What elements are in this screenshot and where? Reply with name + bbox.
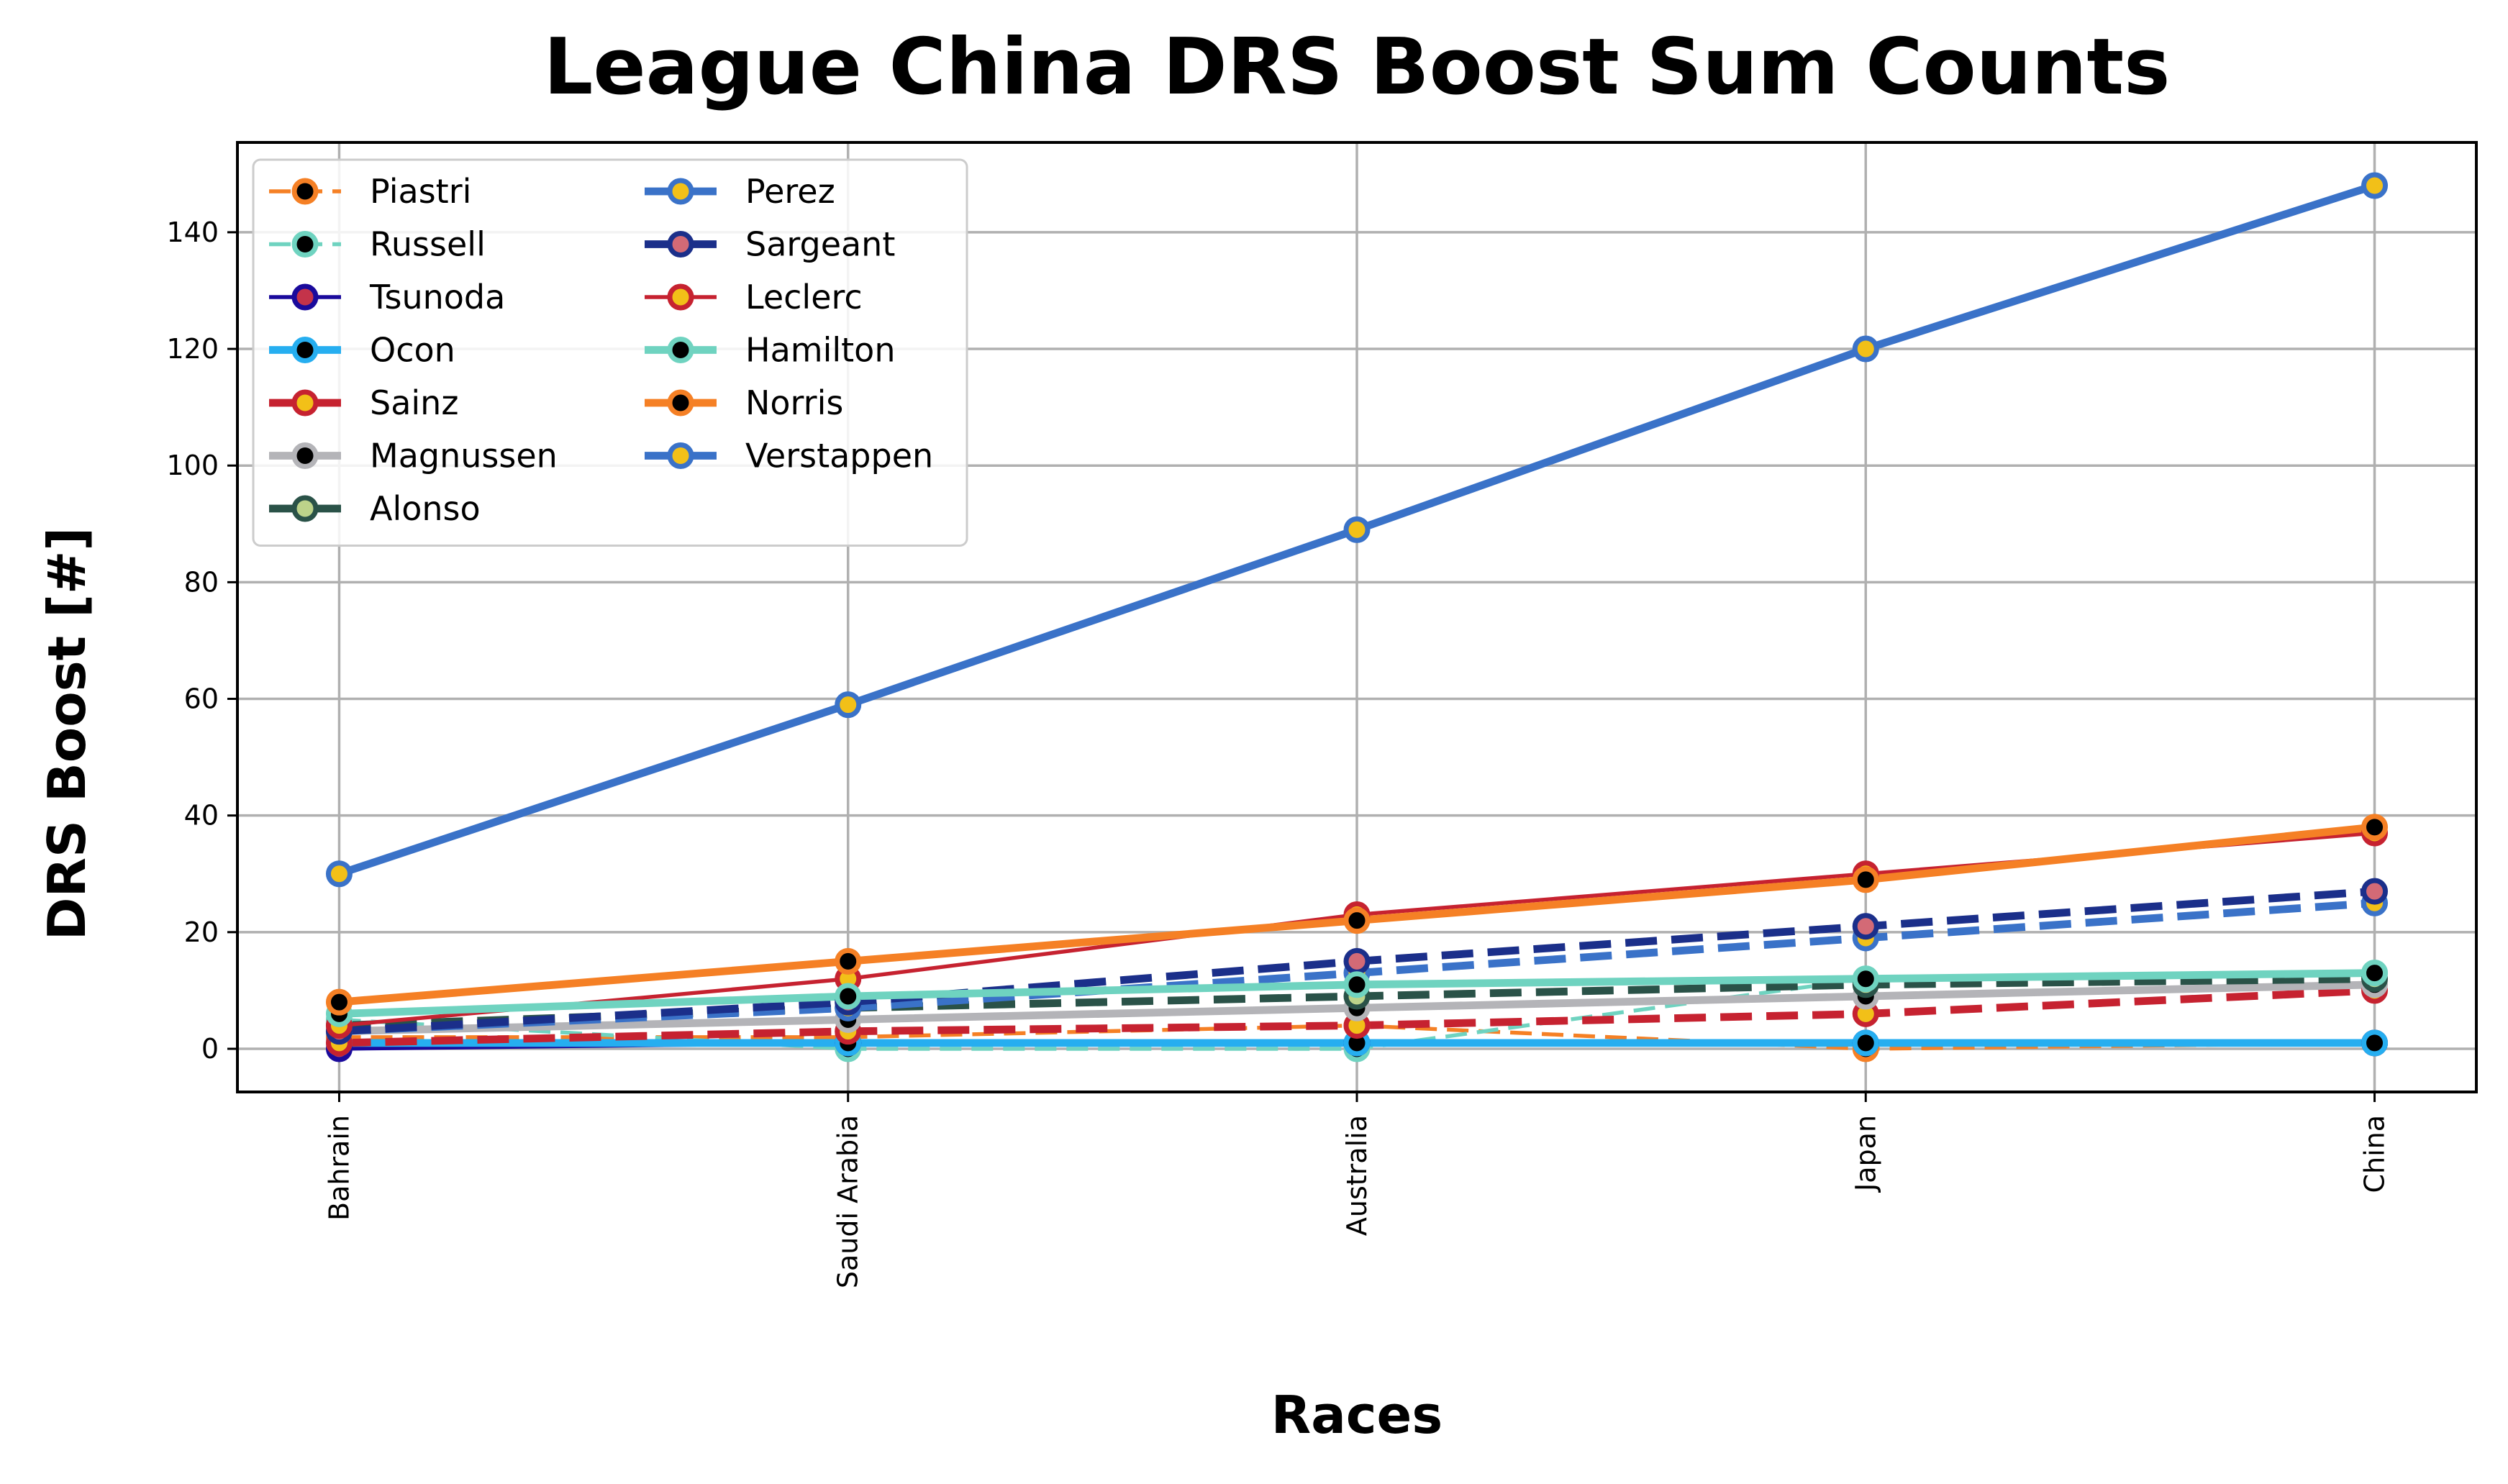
plot-frame	[236, 141, 2478, 1093]
data-point-norris	[835, 947, 862, 975]
legend: Piastri Russell Tsunoda Ocon Sainz Magnussen A…	[252, 158, 968, 547]
data-point-norris	[325, 988, 353, 1016]
legend-box	[252, 158, 968, 547]
data-point-sargeant	[1343, 947, 1371, 975]
legend-swatch-marker	[667, 442, 694, 469]
legend-entry-russell: Russell	[269, 225, 486, 264]
data-point-hamilton	[1343, 971, 1371, 998]
legend-swatch-marker	[291, 495, 319, 522]
x-tick-label: Saudi Arabia	[832, 1115, 864, 1288]
legend-label: Tsunoda	[369, 278, 505, 317]
data-point-verstappen	[835, 691, 862, 719]
legend-label: Leclerc	[745, 278, 863, 317]
legend-swatch-marker	[667, 337, 694, 363]
data-point-norris	[1343, 907, 1371, 934]
data-point-verstappen	[1343, 516, 1371, 543]
legend-entry-magnussen: Magnussen	[269, 437, 558, 475]
data-point-ocon	[1852, 1029, 1879, 1057]
legend-swatch-marker	[667, 231, 694, 258]
legend-entry-ocon: Ocon	[269, 331, 455, 370]
legend-entry-alonso: Alonso	[269, 489, 481, 528]
axis-ticks: 0 20 40 60 80 100 120 140 Bahrain Saudi Arabia Aus…	[166, 217, 2390, 1288]
legend-swatch-marker	[291, 178, 319, 205]
data-point-hamilton	[1852, 965, 1879, 993]
y-tick-label: 80	[184, 566, 219, 598]
legend-entry-tsunoda: Tsunoda	[269, 278, 505, 317]
legend-entry-norris: Norris	[645, 383, 843, 422]
legend-swatch-marker	[667, 178, 694, 205]
y-axis-label: DRS Boost [#]	[37, 527, 97, 940]
x-axis-label: Races	[1271, 1385, 1442, 1445]
data-point-sargeant	[2361, 878, 2389, 905]
y-tick-label: 60	[184, 683, 219, 715]
legend-label: Hamilton	[745, 331, 895, 370]
legend-swatch-marker	[291, 389, 319, 416]
legend-label: Sargeant	[745, 225, 895, 264]
legend-entry-hamilton: Hamilton	[645, 331, 895, 370]
y-tick-label: 100	[166, 450, 219, 481]
legend-swatch-marker	[667, 283, 694, 311]
data-point-hamilton	[835, 983, 862, 1010]
y-tick-label: 0	[201, 1033, 219, 1065]
legend-swatch-marker	[291, 231, 319, 258]
chart-title: League China DRS Boost Sum Counts	[544, 22, 2171, 112]
legend-entry-piastri: Piastri	[269, 172, 471, 211]
legend-swatch-marker	[291, 442, 319, 469]
data-point-verstappen	[2361, 172, 2389, 199]
y-tick-label: 20	[184, 916, 219, 948]
legend-label: Sainz	[370, 383, 458, 422]
x-tick-label: Bahrain	[323, 1115, 355, 1221]
data-point-norris	[2361, 814, 2389, 841]
data-point-ocon	[2361, 1029, 2389, 1057]
legend-label: Perez	[745, 172, 835, 211]
data-point-sargeant	[1852, 913, 1879, 940]
data-point-norris	[1852, 866, 1879, 893]
y-tick-label: 120	[166, 333, 219, 365]
legend-entry-verstappen: Verstappen	[645, 437, 933, 475]
legend-swatch-marker	[291, 283, 319, 311]
x-tick-label: Japan	[1850, 1115, 1881, 1193]
legend-entry-perez: Perez	[645, 172, 835, 211]
legend-label: Magnussen	[370, 437, 558, 475]
y-tick-label: 40	[184, 800, 219, 832]
legend-label: Piastri	[370, 172, 471, 211]
series-markers	[325, 172, 2389, 1062]
legend-label: Ocon	[370, 331, 455, 370]
legend-label: Alonso	[370, 489, 481, 528]
legend-entry-leclerc: Leclerc	[645, 278, 863, 317]
legend-swatch-marker	[291, 337, 319, 363]
data-point-verstappen	[1852, 335, 1879, 363]
legend-entry-sargeant: Sargeant	[645, 225, 895, 264]
x-tick-label: China	[2359, 1115, 2391, 1193]
legend-entry-sainz: Sainz	[269, 383, 458, 422]
y-tick-label: 140	[166, 217, 219, 248]
data-point-verstappen	[325, 860, 353, 888]
x-tick-label: Australia	[1341, 1115, 1373, 1236]
data-point-hamilton	[2361, 960, 2389, 987]
legend-label: Verstappen	[745, 437, 933, 475]
legend-label: Russell	[370, 225, 486, 264]
legend-swatch-marker	[667, 389, 694, 416]
legend-label: Norris	[745, 383, 843, 422]
